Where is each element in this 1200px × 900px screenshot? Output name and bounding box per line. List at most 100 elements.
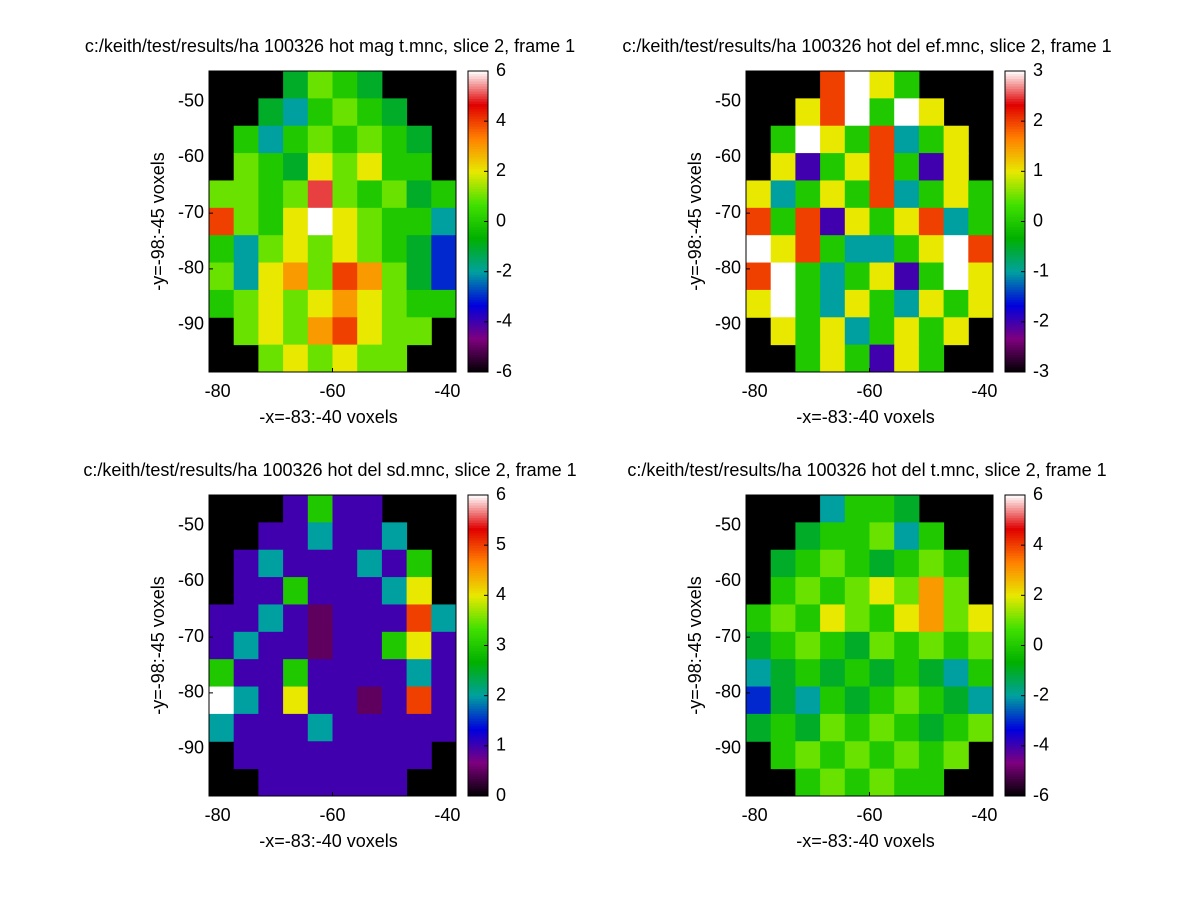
colorbar-swatch [1005,577,1025,581]
colorbar-swatch [1005,221,1025,225]
heatmap-cell [820,686,846,715]
heatmap-cell [820,522,846,551]
heatmap-cell [406,153,432,181]
colorbar-swatch [1005,703,1025,707]
heatmap-cell [894,495,920,523]
heatmap-cell [406,289,432,318]
colorbar-swatch [1005,359,1025,363]
heatmap-cell [746,180,772,209]
colorbar-tick-label: 2 [496,684,506,704]
colorbar-swatch [468,658,488,662]
colorbar-swatch [1005,743,1025,747]
colorbar-swatch [1005,507,1025,511]
y-axis-label: -y=-98:-45 voxels [148,576,168,715]
heatmap-cell [918,604,945,633]
heatmap-cell [918,262,945,291]
colorbar-swatch [1005,607,1025,611]
colorbar-swatch [468,595,488,599]
colorbar-swatch [1005,296,1025,300]
colorbar-swatch [468,585,488,589]
colorbar-swatch [468,768,488,772]
heatmap-cell [770,549,796,578]
heatmap-cell [820,207,846,236]
colorbar-swatch [468,723,488,727]
heatmap-cell [869,153,895,181]
y-tick-label: -50 [715,90,741,110]
colorbar-swatch [468,665,488,669]
colorbar-swatch [468,289,488,293]
heatmap-cell [844,549,870,578]
heatmap-cell [381,631,408,660]
colorbar-swatch [468,131,488,135]
heatmap-cell [968,686,994,715]
colorbar-swatch [468,316,488,320]
colorbar-swatch [1005,738,1025,742]
heatmap-cell [258,180,284,209]
colorbar-swatch [468,735,488,739]
colorbar-swatch [1005,276,1025,280]
colorbar-swatch [468,111,488,115]
heatmap-cell [307,768,333,797]
colorbar-swatch [468,201,488,205]
heatmap-cell [869,235,895,264]
heatmap-cell [894,125,920,154]
colorbar-swatch [1005,642,1025,646]
x-tick-label: -40 [434,805,460,825]
colorbar-swatch [468,650,488,654]
heatmap-cell [307,125,333,154]
heatmap-cell [357,71,383,99]
colorbar-swatch [468,314,488,318]
y-axis-label: -y=-98:-45 voxels [148,152,168,291]
heatmap-cell [770,262,796,291]
heatmap-cell [381,98,408,127]
heatmap-cell [381,741,408,770]
heatmap-cell [869,604,895,633]
colorbar-swatch [468,610,488,614]
heatmap-cell [307,153,333,181]
colorbar-swatch [1005,108,1025,112]
heatmap-cell [795,180,821,209]
colorbar-swatch [1005,612,1025,616]
heatmap-cell [943,153,969,181]
colorbar-tick-label: -2 [496,260,512,280]
y-axis-label: -y=-98:-45 voxels [685,576,705,715]
heatmap-cell [381,235,408,264]
colorbar-swatch [1005,216,1025,220]
colorbar-swatch [1005,191,1025,195]
colorbar-swatch [1005,620,1025,624]
colorbar-tick-label: 0 [496,785,506,805]
heatmap-cell [406,659,432,688]
heatmap-cell [332,741,358,770]
heatmap-cell [283,522,309,551]
colorbar-swatch [468,532,488,536]
colorbar-swatch [1005,311,1025,315]
colorbar-swatch [468,718,488,722]
colorbar-swatch [1005,279,1025,283]
heatmap-cell [258,235,284,264]
colorbar-swatch [1005,585,1025,589]
heatmap-cell [894,768,920,797]
colorbar-swatch [468,668,488,672]
colorbar-swatch [468,770,488,774]
heatmap-cell [332,125,358,154]
colorbar-swatch [468,231,488,235]
y-tick-label: -60 [715,146,741,166]
heatmap-cell [869,207,895,236]
y-tick-label: -80 [178,258,204,278]
x-tick-label: -60 [319,381,345,401]
colorbar-swatch [1005,106,1025,110]
x-tick-label: -60 [319,805,345,825]
colorbar-swatch [1005,675,1025,679]
colorbar-swatch [1005,635,1025,639]
colorbar-swatch [468,326,488,330]
heatmap-cell [258,289,284,318]
colorbar-swatch [468,86,488,90]
heatmap-cell [894,686,920,715]
y-tick-label: -50 [178,514,204,534]
heatmap-cell [233,741,259,770]
heatmap-cell [918,659,945,688]
heatmap-cell [795,344,821,373]
heatmap-cell [894,577,920,605]
colorbar-swatch [1005,605,1025,609]
colorbar-swatch [1005,361,1025,365]
